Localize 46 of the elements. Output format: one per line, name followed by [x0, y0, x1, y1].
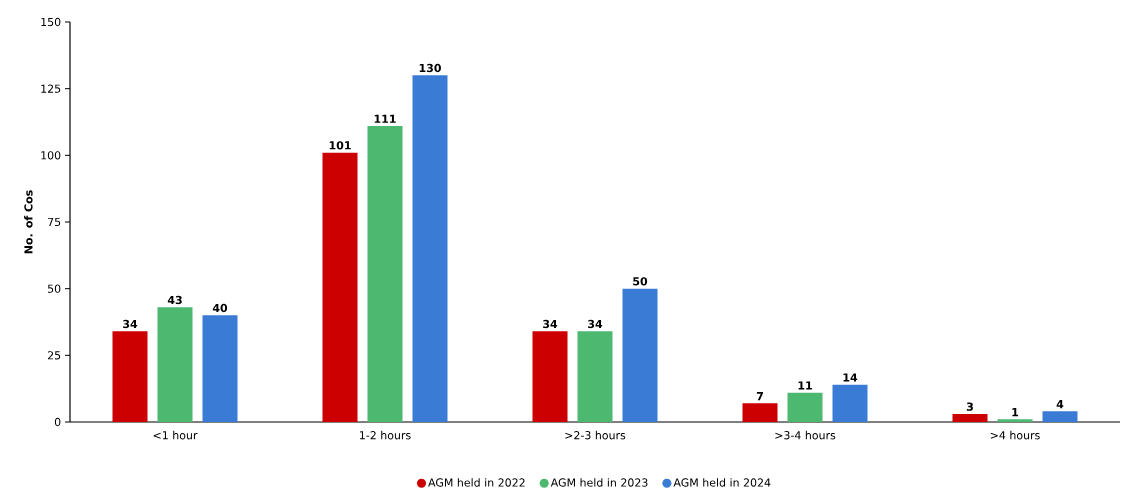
- y-tick-label: 150: [41, 17, 61, 27]
- data-label: 50: [633, 277, 648, 286]
- x-tick-label: >3-4 hours: [775, 430, 836, 440]
- legend-label: AGM held in 2023: [550, 478, 648, 487]
- data-label: 101: [329, 141, 351, 150]
- bar: [742, 403, 778, 422]
- bar: [577, 331, 613, 422]
- data-label: 34: [588, 319, 603, 329]
- bar: [832, 384, 868, 422]
- data-label: 40: [212, 303, 228, 313]
- x-tick-label: 1-2 hours: [360, 430, 411, 440]
- data-label: 4: [1056, 400, 1064, 409]
- bar: [412, 75, 448, 422]
- data-label: 34: [123, 319, 138, 329]
- y-axis-title: No. of Cos: [24, 190, 33, 254]
- y-tick-label: 50: [47, 284, 61, 293]
- bar: [622, 288, 658, 422]
- x-tick-label: >2-3 hours: [565, 430, 626, 440]
- data-label: 14: [843, 373, 858, 382]
- y-tick-label: 0: [54, 417, 61, 427]
- bar: [322, 152, 358, 422]
- data-label: 34: [543, 319, 558, 329]
- bar: [532, 331, 568, 422]
- bar: [157, 307, 193, 422]
- y-tick-label: 75: [48, 217, 61, 227]
- bar: [787, 392, 823, 422]
- x-tick-label: <1 hour: [153, 430, 198, 440]
- y-tick-label: 125: [41, 84, 61, 93]
- legend-label: AGM held in 2022: [428, 478, 525, 487]
- bar: [1042, 411, 1078, 422]
- y-tick-label: 100: [41, 151, 61, 160]
- data-label: 11: [798, 381, 812, 390]
- bar: [952, 414, 988, 422]
- bar: [367, 126, 403, 422]
- data-label: 3: [966, 402, 973, 411]
- bar: [202, 315, 238, 422]
- data-label: 43: [167, 295, 182, 305]
- x-tick-label: >4 hours: [990, 430, 1040, 440]
- y-tick-label: 25: [47, 351, 61, 360]
- data-label: 111: [374, 114, 396, 123]
- data-label: 1: [1012, 408, 1019, 417]
- legend-label: AGM held in 2024: [673, 478, 771, 487]
- data-label: 7: [756, 392, 763, 401]
- bar: [997, 419, 1033, 422]
- bar: [112, 331, 148, 422]
- data-label: 130: [419, 63, 441, 73]
